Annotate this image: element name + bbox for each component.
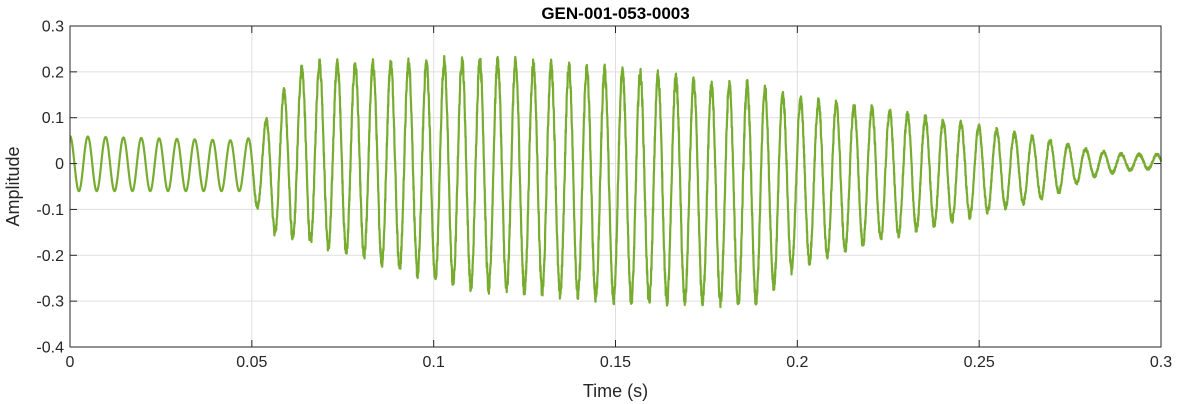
x-tick-label: 0.1 — [423, 354, 445, 371]
y-tick-label: -0.3 — [36, 294, 64, 311]
axis-ticks: 0 0.05 0.1 0.15 0.2 0.25 0.3 -0.4 -0.3 -0.2 -0.1 0 0… — [36, 19, 1172, 372]
y-axis-label: Amplitude — [3, 146, 23, 226]
y-tick-label: 0.3 — [42, 19, 64, 36]
y-tick-label: -0.2 — [36, 248, 64, 265]
y-tick-label: -0.1 — [36, 202, 64, 219]
y-tick-label: -0.4 — [36, 340, 64, 357]
x-tick-label: 0.05 — [236, 354, 267, 371]
y-tick-label: 0 — [55, 156, 64, 173]
x-tick-label: 0.25 — [964, 354, 995, 371]
x-tick-label: 0 — [66, 354, 75, 371]
x-tick-label: 0.2 — [786, 354, 808, 371]
y-tick-label: 0.2 — [42, 64, 64, 81]
x-tick-label: 0.3 — [1150, 354, 1172, 371]
series-line — [69, 55, 1163, 309]
x-tick-label: 0.15 — [600, 354, 631, 371]
x-axis-label: Time (s) — [583, 381, 648, 401]
chart-title: GEN-001-053-0003 — [541, 4, 689, 23]
y-tick-label: 0.1 — [42, 110, 64, 127]
